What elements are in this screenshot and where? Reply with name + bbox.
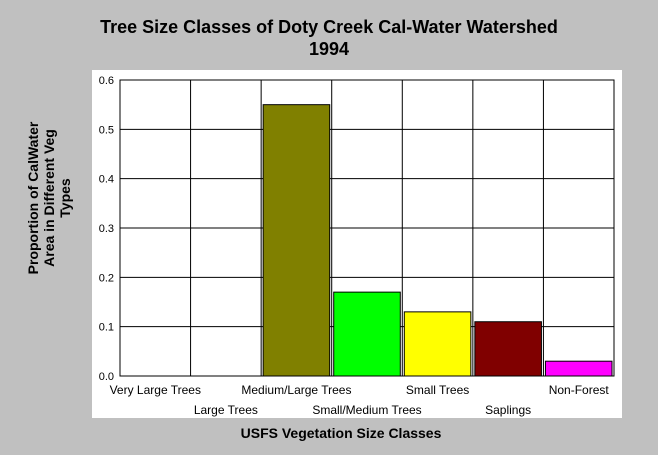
y-tick-label: 0.0 bbox=[99, 371, 114, 383]
y-tick-label: 0.4 bbox=[99, 174, 114, 186]
y-tick-label: 0.3 bbox=[99, 223, 114, 235]
x-tick-label: Large Trees bbox=[194, 403, 258, 417]
y-axis-title: Proportion of CalWater Area in Different… bbox=[25, 121, 73, 274]
x-tick-label: Medium/Large Trees bbox=[241, 383, 351, 397]
x-axis-title: USFS Vegetation Size Classes bbox=[241, 425, 442, 441]
x-tick-label: Small/Medium Trees bbox=[312, 403, 421, 417]
x-tick-label: Non-Forest bbox=[549, 383, 610, 397]
chart-title: Tree Size Classes of Doty Creek Cal-Wate… bbox=[100, 17, 558, 37]
y-tick-label: 0.2 bbox=[99, 272, 114, 284]
bar bbox=[403, 311, 472, 377]
grid bbox=[120, 79, 614, 376]
chart-subtitle: 1994 bbox=[309, 39, 349, 59]
bar bbox=[333, 291, 401, 377]
y-axis-title-line-3: Types bbox=[57, 178, 73, 218]
bar bbox=[262, 104, 331, 377]
bar bbox=[474, 321, 542, 377]
x-tick-label: Very Large Trees bbox=[110, 383, 201, 397]
y-tick-label: 0.5 bbox=[99, 124, 114, 136]
bar bbox=[544, 360, 613, 377]
x-ticks: Very Large Trees Large Trees Medium/Large … bbox=[110, 383, 610, 417]
y-axis-title-line-2: Area in Different Veg bbox=[41, 129, 57, 267]
y-tick-label: 0.6 bbox=[99, 75, 114, 87]
x-tick-label: Saplings bbox=[485, 403, 531, 417]
y-tick-label: 0.1 bbox=[99, 322, 114, 334]
x-tick-label: Small Trees bbox=[406, 383, 469, 397]
y-axis-title-line-1: Proportion of CalWater bbox=[25, 121, 41, 274]
y-ticks: 0.0 0.1 0.2 0.3 0.4 0.5 0.6 bbox=[99, 75, 114, 383]
bars bbox=[262, 104, 613, 377]
